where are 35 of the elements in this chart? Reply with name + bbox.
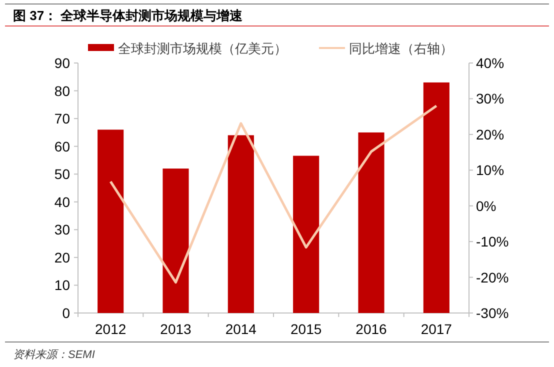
x-tick-label: 2016: [356, 321, 388, 337]
y-tick-label: 20: [54, 249, 70, 266]
y2-tick-label: 0%: [476, 198, 496, 214]
y-tick-label: 0: [62, 305, 70, 321]
x-tick-label: 2017: [420, 321, 452, 337]
y-tick-label: 50: [54, 166, 70, 182]
bar: [228, 135, 254, 313]
y2-tick-label: 30%: [476, 90, 504, 107]
y2-tick-label: 10%: [476, 162, 504, 178]
y-tick-label: 80: [54, 82, 70, 99]
y-tick-label: 40: [54, 194, 70, 210]
x-tick-label: 2012: [95, 321, 126, 337]
y-tick-label: 90: [54, 55, 70, 71]
bar: [98, 130, 124, 313]
text: 资料来源：SEMI: [13, 348, 95, 361]
bar: [358, 132, 384, 313]
y-tick-label: 60: [54, 138, 70, 154]
y2-tick-label: -20%: [476, 269, 509, 286]
line-series: [109, 104, 438, 284]
x-tick-label: 2015: [290, 321, 322, 337]
y2-tick-label: 20%: [476, 126, 504, 142]
legend-label: 全球封测市场规模（亿美元）: [118, 41, 287, 56]
y-tick-label: 30: [54, 222, 70, 238]
x-tick-label: 2013: [160, 321, 192, 337]
y-tick-label: 10: [54, 277, 70, 294]
y2-tick-label: -10%: [476, 234, 509, 250]
chart-title: 图 37： 全球半导体封测市场规模与增速: [13, 8, 244, 23]
bar: [423, 82, 450, 313]
y2-tick-label: -30%: [476, 305, 509, 321]
bar: [293, 156, 320, 313]
y-tick-label: 70: [54, 110, 70, 127]
y2-tick-label: 40%: [476, 55, 504, 71]
legend-label: 同比增速（右轴）: [349, 41, 453, 56]
bar: [162, 168, 189, 313]
x-tick-label: 2014: [225, 321, 257, 337]
